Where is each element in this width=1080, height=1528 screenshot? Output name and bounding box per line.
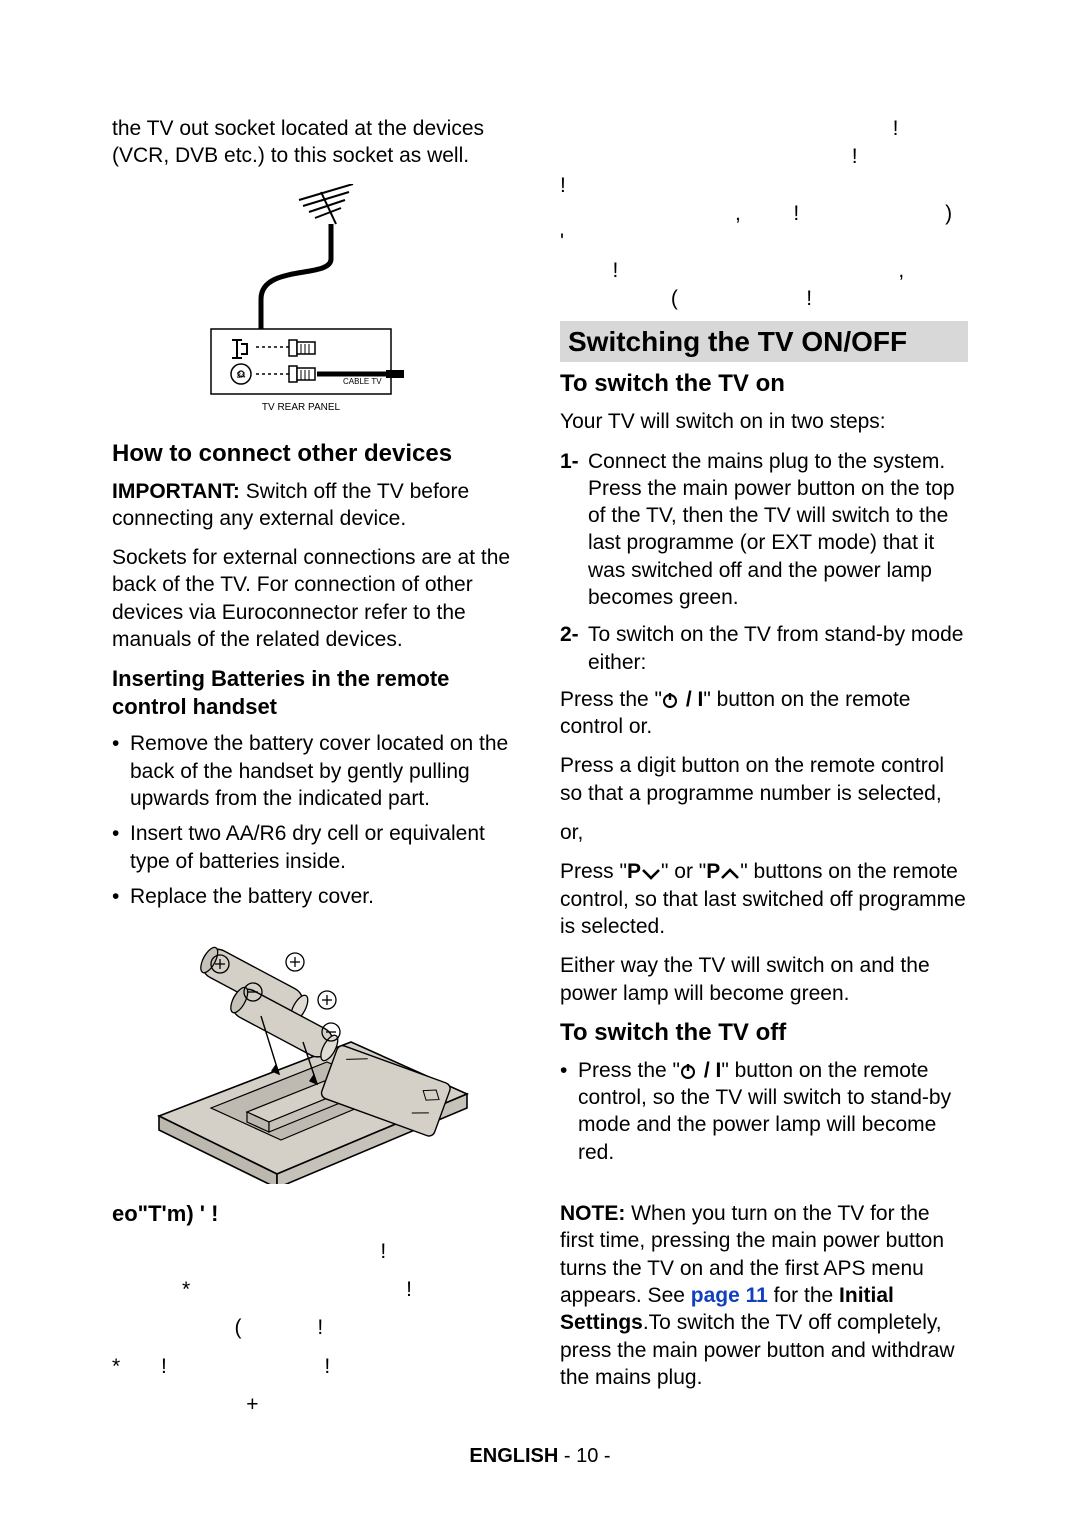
- sockets-text: Sockets for external connections are at …: [112, 544, 520, 653]
- either-way: Either way the TV will switch on and the…: [560, 952, 968, 1007]
- switch-off-heading: To switch the TV off: [560, 1019, 968, 1047]
- intro-text: the TV out socket located at the devices…: [112, 115, 520, 170]
- bullet-item: • Insert two AA/R6 dry cell or equivalen…: [112, 820, 520, 875]
- press-p: Press "P" or "P" buttons on the remote c…: [560, 858, 968, 940]
- important-label: IMPORTANT:: [112, 480, 240, 503]
- press-digit: Press a digit button on the remote contr…: [560, 752, 968, 807]
- svg-text:TV REAR PANEL: TV REAR PANEL: [262, 402, 341, 413]
- switch-on-heading: To switch the TV on: [560, 370, 968, 398]
- garbled-line: ( !: [112, 1314, 520, 1342]
- switching-heading: Switching the TV ON/OFF: [560, 321, 968, 362]
- or-text: or,: [560, 819, 968, 846]
- garbled-line: !: [112, 1238, 520, 1266]
- bullet-item: • Remove the battery cover located on th…: [112, 730, 520, 812]
- page-footer: ENGLISH - 10 -: [0, 1445, 1080, 1468]
- note-text: NOTE: When you turn on the TV for the fi…: [560, 1200, 968, 1391]
- important-text: IMPORTANT: Switch off the TV before conn…: [112, 478, 520, 533]
- step-item: 1- Connect the mains plug to the system.…: [560, 448, 968, 612]
- on-intro: Your TV will switch on in two steps:: [560, 408, 968, 435]
- step-item: 2- To switch on the TV from stand-by mod…: [560, 621, 968, 676]
- bullet-item: • Replace the battery cover.: [112, 883, 520, 910]
- antenna-figure: 34 CABLE TV TV REAR PANEL: [112, 184, 520, 424]
- chevron-down-icon: [641, 867, 661, 881]
- power-icon: [680, 1062, 698, 1080]
- chevron-up-icon: [720, 867, 740, 881]
- garbled-line: * ! !: [112, 1353, 520, 1381]
- off-bullet: • Press the " / I" button on the remote …: [560, 1057, 968, 1166]
- svg-text:CABLE TV: CABLE TV: [343, 377, 382, 386]
- garbled-line: +: [112, 1391, 520, 1419]
- connect-heading: How to connect other devices: [112, 440, 520, 468]
- power-icon: [662, 691, 680, 709]
- page-link: page 11: [691, 1284, 768, 1307]
- svg-text:34: 34: [237, 371, 246, 380]
- battery-figure: [112, 924, 520, 1184]
- garbled-top: ! ! ! , ! ) ' !: [560, 115, 968, 313]
- garbled-line: * !: [112, 1276, 520, 1304]
- garbled-heading: eo"T'm) ' !: [112, 1200, 520, 1228]
- batteries-heading: Inserting Batteries in the remote contro…: [112, 665, 520, 720]
- press-power: Press the " / I" button on the remote co…: [560, 686, 968, 741]
